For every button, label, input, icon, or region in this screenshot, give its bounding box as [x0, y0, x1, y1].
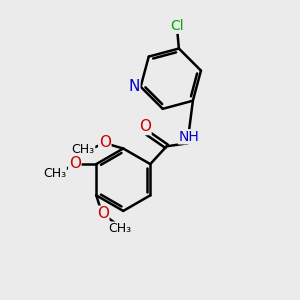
Text: CH₃: CH₃ [108, 222, 132, 235]
Text: O: O [97, 206, 109, 221]
Text: O: O [99, 135, 111, 150]
Text: O: O [69, 156, 81, 171]
Text: NH: NH [178, 130, 199, 144]
Text: O: O [139, 119, 151, 134]
Text: Cl: Cl [171, 19, 184, 33]
Text: CH₃: CH₃ [72, 143, 95, 156]
Text: N: N [128, 79, 140, 94]
Text: CH₃: CH₃ [43, 167, 66, 180]
